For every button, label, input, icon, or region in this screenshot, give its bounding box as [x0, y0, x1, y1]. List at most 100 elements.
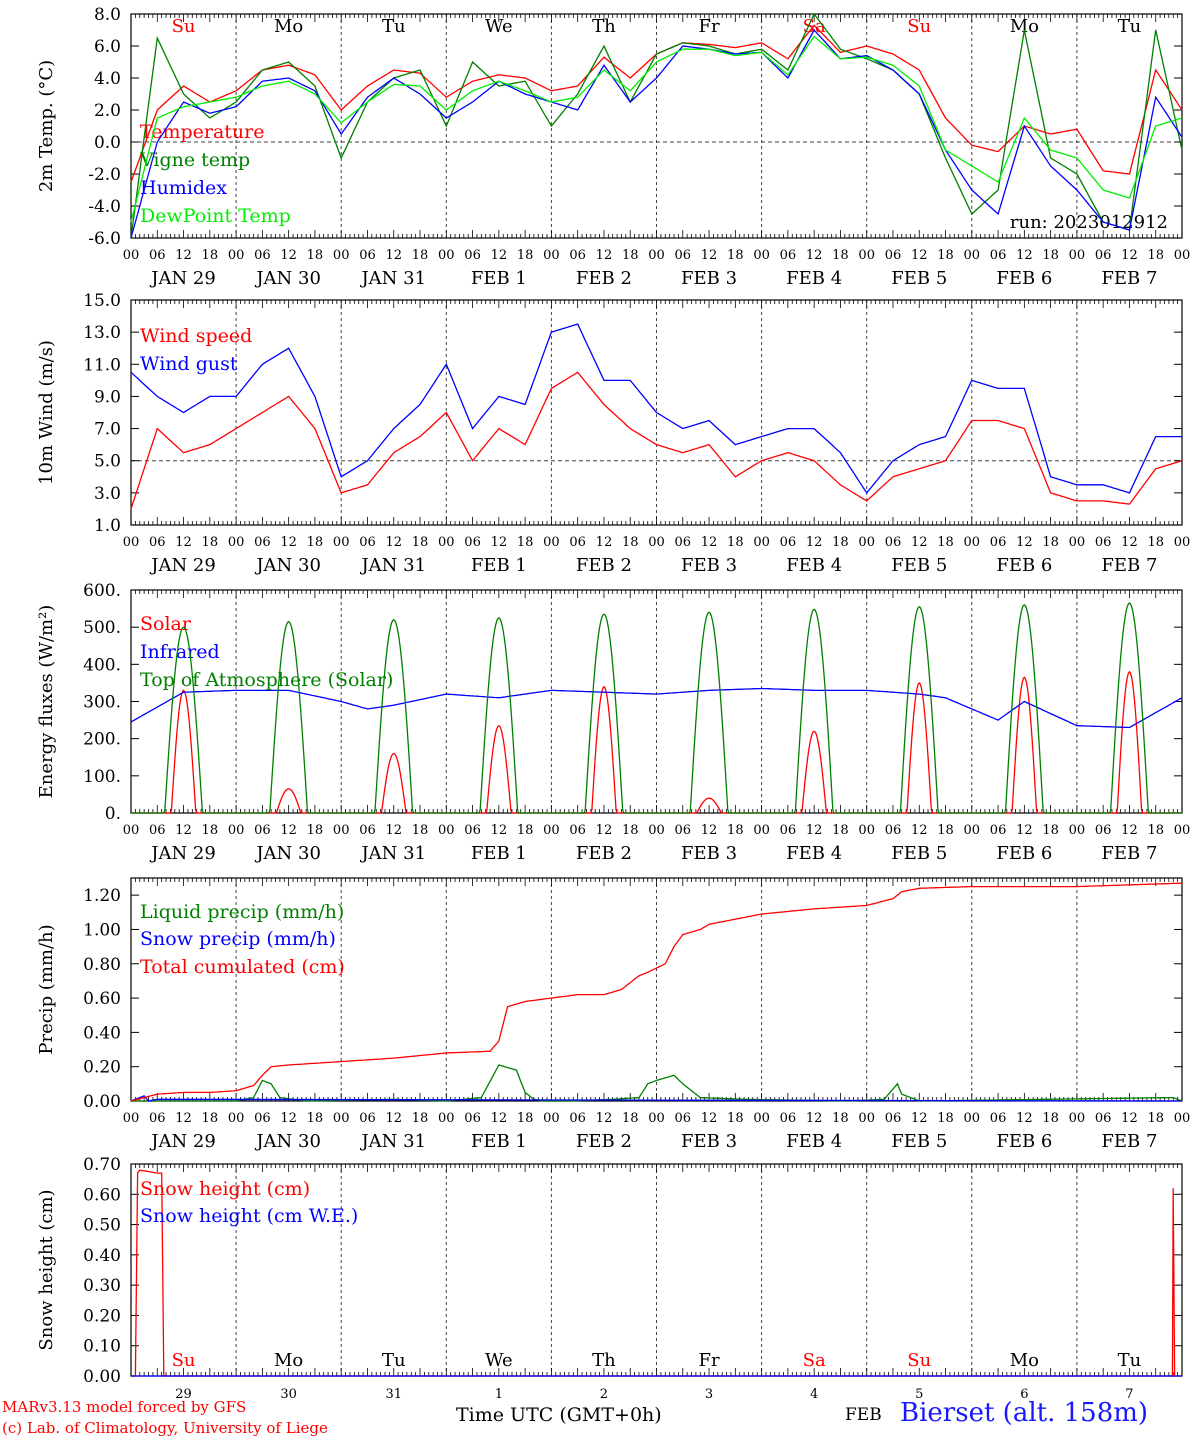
hour-tick-label: 00	[438, 535, 455, 550]
series-line	[130, 28, 1183, 239]
day-label: JAN 30	[254, 555, 321, 576]
hour-tick-label: 06	[149, 535, 166, 550]
series-line	[130, 1095, 1183, 1102]
hour-tick-label: 12	[1016, 1111, 1033, 1126]
time-axis-label: Time UTC (GMT+0h)	[456, 1404, 662, 1426]
weekday-label: Mo	[1010, 1350, 1039, 1371]
hour-tick-label: 06	[569, 823, 586, 838]
hour-tick-label: 12	[1121, 1111, 1138, 1126]
hour-tick-label: 18	[727, 535, 744, 550]
y-tick-label: 0.0	[94, 133, 121, 153]
day-label: JAN 30	[254, 268, 321, 289]
hour-tick-label: 06	[780, 248, 797, 263]
legend-entry: Liquid precip (mm/h)	[140, 901, 344, 923]
weekday-label: We	[485, 16, 513, 37]
y-tick-label: 5.0	[94, 452, 121, 472]
y-axis-label: Snow height (cm)	[36, 1189, 57, 1350]
hour-tick-label: 00	[1174, 1111, 1191, 1126]
hour-tick-label: 18	[832, 535, 849, 550]
hour-tick-label: 12	[491, 1111, 508, 1126]
hour-tick-label: 06	[254, 535, 271, 550]
hour-tick-label: 18	[202, 823, 219, 838]
day-number-label: 5	[915, 1387, 923, 1402]
hour-tick-label: 12	[175, 1111, 192, 1126]
panel-2: 15.0 13.0 11.0 9.0 7.0 5.0 3.0 1.0 10m Wind (m/s…	[36, 291, 1190, 576]
hour-tick-label: 12	[1016, 823, 1033, 838]
weekday-label: Th	[592, 1350, 616, 1371]
y-tick-label: 0.40	[83, 1246, 121, 1266]
weekday-label: Su	[172, 16, 196, 37]
legend-entry: Wind speed	[140, 325, 252, 347]
hour-tick-label: 06	[885, 535, 902, 550]
legend-entry: Snow height (cm W.E.)	[140, 1205, 358, 1227]
legend-entry: Snow height (cm)	[140, 1178, 310, 1200]
hour-tick-label: 18	[727, 248, 744, 263]
hour-tick-label: 18	[1147, 248, 1164, 263]
hour-tick-label: 18	[307, 535, 324, 550]
y-tick-label: 2.0	[94, 101, 121, 121]
legend-entry: Vigne temp	[139, 149, 250, 171]
hour-tick-label: 00	[123, 248, 140, 263]
hour-tick-label: 06	[780, 1111, 797, 1126]
day-label: FEB 1	[471, 555, 527, 576]
day-number-label: 3	[705, 1387, 713, 1402]
y-tick-label: 15.0	[83, 291, 121, 311]
y-tick-label: 13.0	[83, 323, 121, 343]
day-label: FEB 1	[471, 843, 527, 864]
hour-tick-label: 00	[753, 823, 770, 838]
hour-tick-label: 12	[1121, 823, 1138, 838]
hour-tick-label: 18	[1042, 535, 1059, 550]
hour-tick-label: 06	[990, 248, 1007, 263]
legend-entry: Wind gust	[140, 353, 238, 375]
hour-tick-label: 12	[1016, 248, 1033, 263]
y-tick-label: 400.	[83, 655, 121, 675]
hour-tick-label: 06	[1095, 823, 1112, 838]
day-label: FEB 3	[681, 555, 737, 576]
hour-tick-label: 06	[569, 248, 586, 263]
day-label: JAN 29	[149, 268, 216, 289]
hour-tick-label: 12	[1121, 535, 1138, 550]
y-tick-label: 4.0	[94, 69, 121, 89]
y-tick-label: 0.60	[83, 1185, 121, 1205]
y-tick-label: 7.0	[94, 420, 121, 440]
hour-tick-label: 06	[675, 823, 692, 838]
hour-tick-label: 18	[1147, 1111, 1164, 1126]
hour-tick-label: 00	[123, 535, 140, 550]
hour-tick-label: 18	[517, 1111, 534, 1126]
day-number-label: 2	[600, 1387, 608, 1402]
hour-tick-label: 18	[622, 535, 639, 550]
day-number-label: 29	[175, 1387, 192, 1402]
hour-tick-label: 12	[1016, 535, 1033, 550]
station-name: Bierset (alt. 158m)	[900, 1398, 1149, 1428]
model-credit: MARv3.13 model forced by GFS	[2, 1398, 247, 1416]
weekday-label: Th	[592, 16, 616, 37]
hour-tick-label: 12	[280, 823, 297, 838]
day-label: FEB 2	[576, 268, 632, 289]
hour-tick-label: 12	[175, 248, 192, 263]
hour-tick-label: 00	[543, 535, 560, 550]
series-line	[130, 882, 1183, 1102]
hour-tick-label: 12	[280, 1111, 297, 1126]
y-tick-label: 0.20	[83, 1306, 121, 1326]
hour-tick-label: 00	[438, 1111, 455, 1126]
day-label: JAN 31	[359, 1131, 426, 1152]
series-line	[130, 12, 1183, 239]
day-label: FEB 6	[996, 1131, 1052, 1152]
hour-tick-label: 06	[1095, 1111, 1112, 1126]
hour-tick-label: 00	[543, 823, 560, 838]
hour-tick-label: 18	[412, 823, 429, 838]
y-tick-label: 200.	[83, 730, 121, 750]
hour-tick-label: 00	[1174, 248, 1191, 263]
hour-tick-label: 12	[701, 823, 718, 838]
hour-tick-label: 00	[648, 248, 665, 263]
day-label: FEB 5	[891, 1131, 947, 1152]
hour-tick-label: 06	[254, 248, 271, 263]
hour-tick-label: 12	[701, 248, 718, 263]
hour-tick-label: 12	[491, 248, 508, 263]
hour-tick-label: 06	[464, 823, 481, 838]
day-label: JAN 30	[254, 843, 321, 864]
day-label: FEB 6	[996, 843, 1052, 864]
day-label: FEB 7	[1101, 268, 1157, 289]
month-label: FEB	[845, 1405, 882, 1425]
